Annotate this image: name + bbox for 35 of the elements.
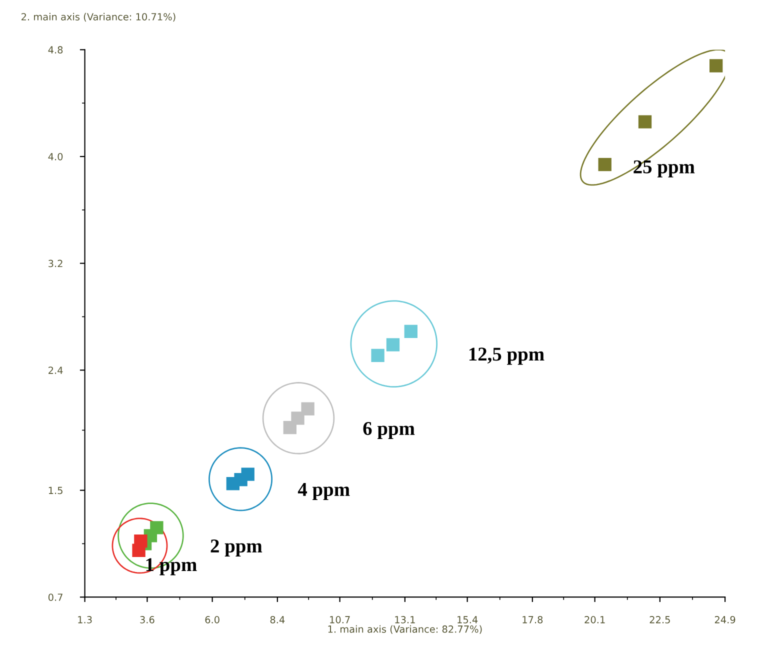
series-label: 25 ppm xyxy=(634,160,695,178)
x-tick-label: 15.4 xyxy=(458,616,478,624)
point xyxy=(241,468,254,481)
point xyxy=(150,521,164,534)
x-tick-label: 6.0 xyxy=(205,616,220,624)
point xyxy=(638,115,652,128)
x-tick-label: 1.3 xyxy=(78,616,92,624)
y-axis-title: 2. main axis (Variance: 10.71%) xyxy=(21,12,176,22)
y-tick-label: 0.7 xyxy=(48,594,62,601)
x-tick-label: 20.1 xyxy=(584,616,605,624)
point xyxy=(301,402,314,416)
y-tick-label: 4.8 xyxy=(48,46,63,54)
x-tick-label: 13.1 xyxy=(395,616,415,624)
point xyxy=(386,338,400,352)
y-tick-label: 1.5 xyxy=(48,486,62,494)
point xyxy=(404,324,418,338)
text: 2 ppm xyxy=(210,539,262,557)
x-tick-label: 8.4 xyxy=(270,616,285,624)
y-tick-label: 2.4 xyxy=(48,366,63,374)
point xyxy=(291,412,304,425)
point xyxy=(134,534,148,548)
text: 6 ppm xyxy=(363,422,415,440)
x-tick-label: 3.6 xyxy=(140,616,154,624)
y-tick-label: 3.2 xyxy=(48,260,62,268)
x-tick-label: 24.9 xyxy=(714,616,736,624)
text: 12,5 ppm xyxy=(469,348,544,365)
x-tick-label: 17.8 xyxy=(522,616,543,624)
x-tick-label: 22.5 xyxy=(650,616,670,624)
point xyxy=(598,158,612,172)
point xyxy=(709,59,723,72)
text: 4 ppm xyxy=(298,483,350,500)
point xyxy=(371,348,384,362)
y-tick-label: 4.0 xyxy=(48,152,63,160)
x-axis-title: 1. main axis (Variance: 82.77%) xyxy=(328,625,482,634)
x-tick-label: 10.7 xyxy=(330,616,350,624)
